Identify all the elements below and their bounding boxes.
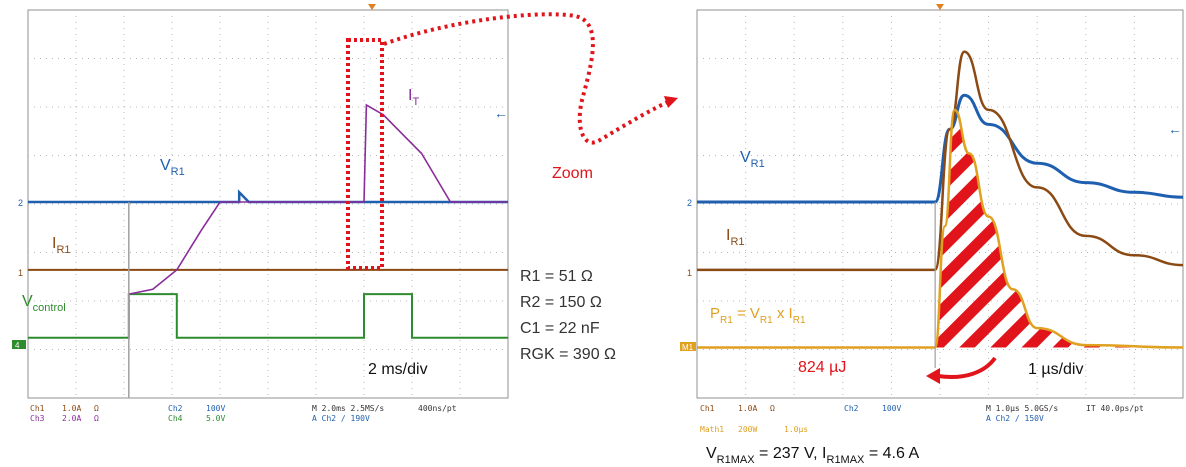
left-ch1-marker: 1 bbox=[18, 268, 23, 278]
left-ch4-marker: 4 bbox=[15, 341, 20, 350]
right-footer-ch2-scale: 100V bbox=[882, 404, 901, 413]
component-rgk: RGK = 390 Ω bbox=[520, 346, 616, 363]
component-r1: R1 = 51 Ω bbox=[520, 268, 593, 285]
left-ch4-marker-badge bbox=[12, 340, 26, 349]
right-footer-trig: A Ch2 ∕ 150V bbox=[986, 414, 1044, 423]
left-label-vcontrol: Vcontrol bbox=[22, 293, 66, 314]
right-traces bbox=[696, 50, 1184, 368]
left-footer-ch4: Ch4 bbox=[168, 414, 183, 423]
right-footer-acq: M 1.0µs 5.0GS/s bbox=[986, 404, 1058, 413]
right-footer-math: Math1 bbox=[700, 425, 724, 434]
left-footer-ch1: Ch1 bbox=[30, 404, 45, 413]
left-footer-ch1-unit: Ω bbox=[94, 404, 99, 413]
energy-hatched-area bbox=[935, 109, 1183, 348]
right-footer-rec: IT 40.0ps/pt bbox=[1086, 404, 1144, 413]
right-footer-ch1-unit: Ω bbox=[770, 404, 775, 413]
left-footer-ch3-scale: 2.0A bbox=[62, 414, 81, 423]
left-footer-ch4-scale: 5.0V bbox=[206, 414, 225, 423]
left-trigger-marker-icon bbox=[368, 4, 376, 10]
left-ch2-marker: 2 bbox=[18, 198, 23, 208]
left-footer-ch3: Ch3 bbox=[30, 414, 45, 423]
right-footer-ch2: Ch2 bbox=[844, 404, 859, 413]
left-scope: 2 1 4 ← VR1 IR1 Vcontrol IT 2 ms/div Ch1… bbox=[12, 4, 509, 423]
right-timebase: 1 µs/div bbox=[1028, 361, 1083, 378]
right-energy-label: 824 µJ bbox=[798, 359, 846, 376]
left-footer-ch2: Ch2 bbox=[168, 404, 183, 413]
right-ch2-marker: 2 bbox=[687, 198, 692, 208]
right-energy-hatch bbox=[935, 109, 1183, 348]
zoom-arrowhead-icon bbox=[664, 96, 678, 108]
right-trace-vr1 bbox=[696, 93, 1184, 204]
right-m1-marker: M1 bbox=[682, 343, 694, 352]
right-trigger-marker-icon bbox=[936, 4, 944, 10]
zoom-box bbox=[346, 38, 384, 270]
component-values: R1 = 51 Ω R2 = 150 Ω C1 = 22 nF RGK = 39… bbox=[520, 268, 616, 363]
energy-arrowhead-icon bbox=[926, 368, 940, 384]
left-label-it: IT bbox=[408, 87, 419, 108]
right-footer-math-scale: 200W bbox=[738, 425, 757, 434]
right-footer-math-time: 1.0µs bbox=[784, 425, 808, 434]
component-c1: C1 = 22 nF bbox=[520, 320, 600, 337]
right-m1-marker-badge bbox=[680, 342, 696, 351]
right-label-vr1: VR1 bbox=[740, 149, 765, 170]
left-footer-ch2-scale: 100V bbox=[206, 404, 225, 413]
left-footer-ch3-unit: Ω bbox=[94, 414, 99, 423]
left-footer-rec: 400ns/pt bbox=[418, 404, 457, 413]
left-footer-acq: M 2.0ms 2.5MS/s bbox=[312, 404, 384, 413]
right-ch1-marker: 1 bbox=[687, 268, 692, 278]
energy-arrow bbox=[937, 356, 997, 379]
left-trace-it bbox=[128, 103, 508, 295]
left-traces bbox=[28, 103, 508, 398]
left-label-ir1: IR1 bbox=[52, 235, 71, 256]
right-footer: Ch1 1.0A Ω Ch2 100V M 1.0µs 5.0GS/s IT 4… bbox=[700, 404, 1144, 434]
left-timebase: 2 ms/div bbox=[368, 361, 428, 378]
left-grid bbox=[28, 10, 508, 398]
right-scope: 2 1 M1 ← VR1 IR1 PR1 = VR1 x IR1 824 µJ … bbox=[680, 4, 1184, 434]
max-values-line: VR1MAX = 237 V, IR1MAX = 4.6 A bbox=[706, 445, 919, 466]
zoom-connector bbox=[383, 12, 673, 145]
left-footer-trig: A Ch2 ∕ 190V bbox=[312, 414, 370, 423]
right-trigger-level-arrow-icon: ← bbox=[1168, 121, 1182, 137]
right-label-power: PR1 = VR1 x IR1 bbox=[710, 305, 806, 326]
left-trigger-level-arrow-icon: ← bbox=[494, 105, 508, 121]
zoom-label: Zoom bbox=[552, 165, 593, 182]
left-footer-ch1-scale: 1.0A bbox=[62, 404, 81, 413]
zoom-annotation: Zoom bbox=[346, 12, 678, 270]
right-footer-ch1-scale: 1.0A bbox=[738, 404, 757, 413]
right-label-ir1: IR1 bbox=[726, 227, 745, 248]
component-r2: R2 = 150 Ω bbox=[520, 294, 602, 311]
right-footer-ch1: Ch1 bbox=[700, 404, 715, 413]
left-footer: Ch1 1.0A Ω Ch3 2.0A Ω Ch2 100V Ch4 5.0V … bbox=[30, 404, 457, 423]
left-label-vr1: VR1 bbox=[160, 157, 185, 178]
